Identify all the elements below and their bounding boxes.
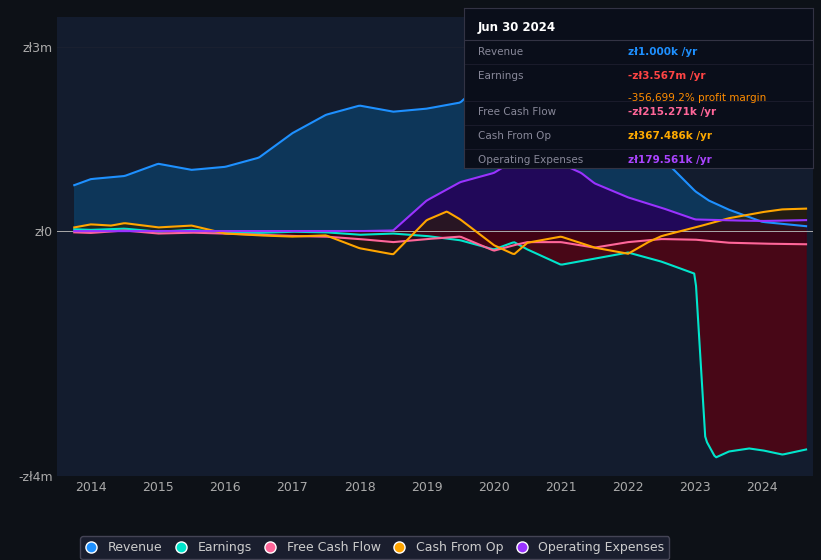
Text: zł179.561k /yr: zł179.561k /yr: [628, 155, 712, 165]
Text: zł1.000k /yr: zł1.000k /yr: [628, 46, 697, 57]
Text: zł367.486k /yr: zł367.486k /yr: [628, 131, 712, 141]
Text: Free Cash Flow: Free Cash Flow: [478, 108, 556, 118]
Legend: Revenue, Earnings, Free Cash Flow, Cash From Op, Operating Expenses: Revenue, Earnings, Free Cash Flow, Cash …: [80, 536, 669, 559]
Text: -zł215.271k /yr: -zł215.271k /yr: [628, 108, 716, 118]
Text: -zł3.567m /yr: -zł3.567m /yr: [628, 71, 705, 81]
Text: Jun 30 2024: Jun 30 2024: [478, 21, 556, 34]
Text: Revenue: Revenue: [478, 46, 523, 57]
Text: Cash From Op: Cash From Op: [478, 131, 551, 141]
Text: Operating Expenses: Operating Expenses: [478, 155, 583, 165]
Text: -356,699.2% profit margin: -356,699.2% profit margin: [628, 93, 766, 103]
Text: Earnings: Earnings: [478, 71, 523, 81]
